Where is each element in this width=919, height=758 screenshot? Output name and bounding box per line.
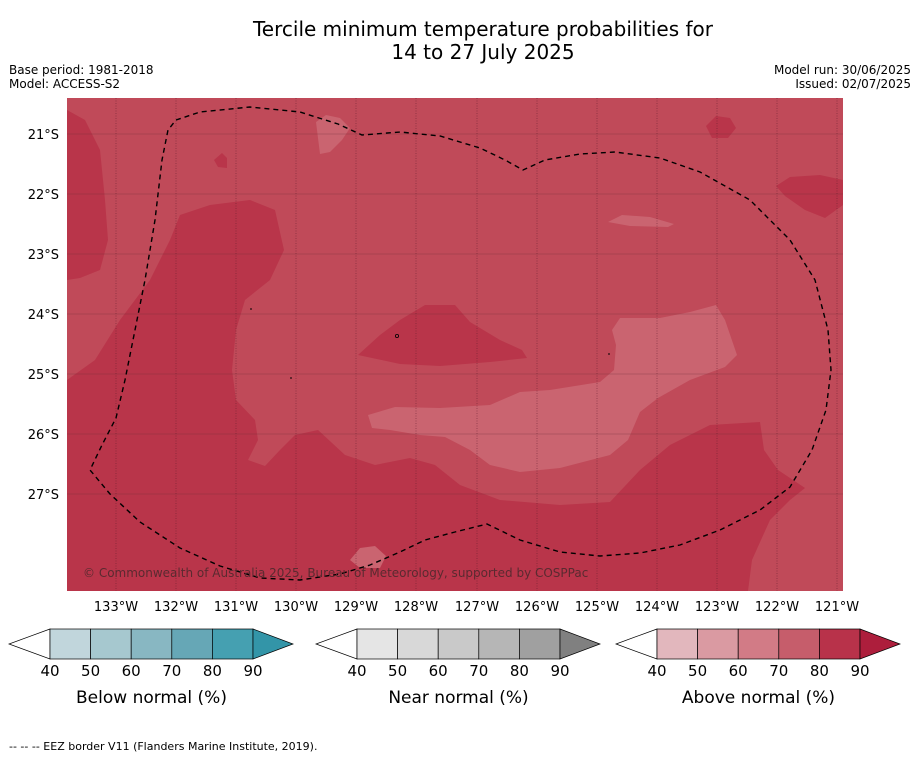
y-axis-labels: 21°S 22°S 23°S 24°S 25°S 26°S 27°S (28, 128, 59, 503)
y-tick-label: 25°S (28, 368, 59, 383)
colorbar-under-triangle (7, 628, 51, 660)
colorbar-tick-label: 40 (40, 662, 59, 680)
colorbar-tick-label: 50 (388, 662, 407, 680)
colorbar-tick-label: 90 (850, 662, 869, 680)
field-above-60-north (316, 115, 350, 154)
x-tick-label: 128°W (394, 600, 438, 615)
lat-gridlines (67, 133, 843, 495)
copyright-text: © Commonwealth of Australia 2025, Bureau… (83, 566, 588, 580)
colorbar-label: Near normal (%) (388, 688, 528, 708)
colorbar-tick-label: 60 (729, 662, 748, 680)
colorbar-segment (90, 628, 132, 660)
model-text: Model: ACCESS-S2 (9, 77, 121, 91)
eez-footnote: -- -- -- EEZ border V11 (Flanders Marine… (9, 740, 318, 753)
x-tick-label: 130°W (274, 600, 318, 615)
model-run-text: Model run: 30/06/2025 (773, 63, 911, 77)
gridlines (115, 98, 838, 591)
colorbar-segment (697, 628, 739, 660)
colorbar-segment (656, 628, 698, 660)
colorbar-over-triangle (559, 628, 601, 660)
colorbar-label: Above normal (%) (682, 688, 835, 708)
colorbar-segment (130, 628, 173, 660)
colorbar-tick-label: 40 (647, 662, 666, 680)
field-above-80-center (358, 305, 527, 366)
field-above-60-east (608, 215, 674, 227)
colorbar-segment (737, 628, 780, 660)
issued-text: Issued: 02/07/2025 (795, 77, 911, 91)
title-line-1: Tercile minimum temperature probabilitie… (252, 17, 714, 41)
colorbar-segment (49, 628, 91, 660)
x-tick-label: 121°W (815, 600, 859, 615)
x-axis-labels: 133°W 132°W 131°W 130°W 129°W 128°W 127°… (94, 600, 859, 615)
meta-right: Model run: 30/06/2025 Issued: 02/07/2025 (774, 63, 911, 91)
colorbar-segment (356, 628, 398, 660)
base-period-text: Base period: 1981-2018 (9, 63, 154, 77)
colorbar-segment (171, 628, 213, 660)
y-tick-label: 23°S (28, 248, 59, 263)
field-above-80-northeast (776, 175, 843, 218)
colorbar-label: Below normal (%) (76, 688, 227, 708)
colorbar-segment (519, 628, 561, 660)
colorbar-under-triangle (614, 628, 658, 660)
colorbar-segment (212, 628, 254, 660)
chart-title: Tercile minimum temperature probabilitie… (0, 18, 919, 64)
colorbar-tick-label: 80 (203, 662, 222, 680)
colorbar-below: 40 50 60 70 80 90 Below normal (%) (7, 628, 294, 708)
field-above-80-southwest (67, 200, 805, 591)
colorbar-near: 40 50 60 70 80 90 Near normal (%) (314, 628, 601, 708)
y-tick-label: 27°S (28, 488, 59, 503)
y-tick-label: 24°S (28, 308, 59, 323)
colorbar-tick-label: 70 (769, 662, 788, 680)
colorbar-over-triangle (252, 628, 294, 660)
meta-left: Base period: 1981-2018 Model: ACCESS-S2 (9, 63, 154, 91)
colorbar-under-triangle (314, 628, 358, 660)
colorbars: 40 50 60 70 80 90 Below normal (%) 40 50 60 70 80 90… (7, 628, 901, 708)
colorbar-tick-label: 50 (81, 662, 100, 680)
colorbar-tick-label: 70 (162, 662, 181, 680)
x-tick-label: 132°W (154, 600, 198, 615)
colorbar-above: 40 50 60 70 80 90 Above normal (%) (614, 628, 901, 708)
colorbar-over-triangle (859, 628, 901, 660)
eez-border (89, 106, 832, 581)
x-tick-label: 124°W (635, 600, 679, 615)
colorbar-tick-label: 60 (122, 662, 141, 680)
x-tick-label: 129°W (334, 600, 378, 615)
x-tick-label: 127°W (455, 600, 499, 615)
colorbar-segment (397, 628, 439, 660)
colorbar-tick-label: 40 (347, 662, 366, 680)
map-plot: © Commonwealth of Australia 2025, Bureau… (67, 98, 843, 591)
colorbar-tick-label: 80 (510, 662, 529, 680)
field-above-80-small (214, 153, 227, 168)
x-tick-label: 131°W (214, 600, 258, 615)
x-tick-label: 126°W (515, 600, 559, 615)
colorbar-tick-label: 80 (810, 662, 829, 680)
colorbar-tick-label: 70 (469, 662, 488, 680)
y-tick-label: 26°S (28, 428, 59, 443)
colorbar-segment (778, 628, 820, 660)
x-tick-label: 123°W (695, 600, 739, 615)
field-above-80-north (706, 116, 736, 138)
island-marker (394, 333, 399, 338)
x-tick-label: 133°W (94, 600, 138, 615)
colorbar-segment (819, 628, 861, 660)
y-tick-label: 22°S (28, 188, 59, 203)
colorbar-tick-label: 90 (550, 662, 569, 680)
x-tick-label: 125°W (575, 600, 619, 615)
colorbar-tick-label: 60 (429, 662, 448, 680)
x-tick-label: 122°W (755, 600, 799, 615)
colorbar-tick-label: 50 (688, 662, 707, 680)
y-tick-label: 21°S (28, 128, 59, 143)
colorbar-segment (437, 628, 480, 660)
field-above-60-band (368, 305, 737, 472)
title-line-2: 14 to 27 July 2025 (391, 40, 575, 64)
colorbar-segment (478, 628, 520, 660)
colorbar-tick-label: 90 (243, 662, 262, 680)
field-above-80-west (67, 110, 108, 280)
